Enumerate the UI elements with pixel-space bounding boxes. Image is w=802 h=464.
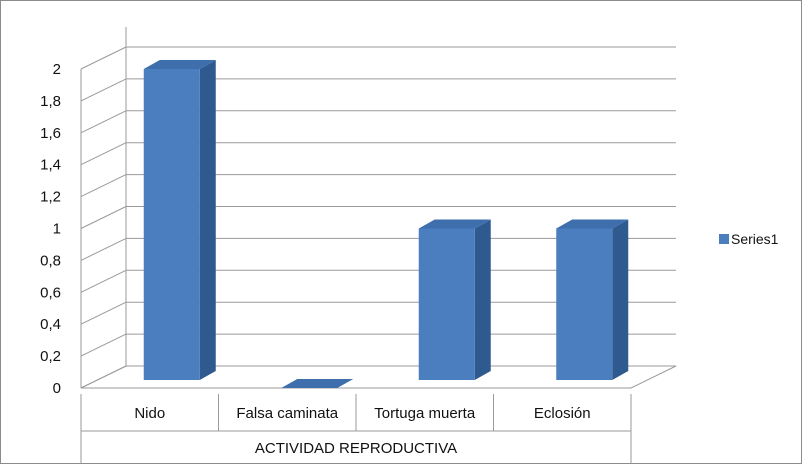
bar-top	[418, 219, 491, 229]
y-tick-label: 0,2	[40, 348, 61, 365]
bar	[556, 228, 613, 380]
y-tick-label: 0,8	[40, 252, 61, 269]
bar	[143, 69, 200, 380]
gridline-side	[80, 46, 127, 70]
y-tick-label: 1,4	[40, 157, 61, 174]
gridline-side	[80, 333, 127, 357]
bar-top	[143, 60, 216, 69]
bar-side	[474, 219, 491, 380]
bar-top	[281, 379, 354, 388]
bar-top	[556, 219, 629, 229]
legend-label: Series1	[731, 231, 779, 247]
legend-swatch	[719, 234, 729, 244]
bar	[418, 228, 475, 380]
y-tick-label: 1,8	[40, 93, 61, 110]
x-category-label: Tortuga muerta	[374, 405, 476, 422]
gridline-side	[80, 269, 127, 293]
y-tick-label: 1,2	[40, 189, 61, 206]
bar-side	[612, 219, 629, 380]
gridline-side	[80, 301, 127, 325]
gridline-side	[80, 78, 127, 102]
y-tick-label: 1,6	[40, 125, 61, 142]
y-tick-label: 0,4	[40, 316, 61, 333]
gridline-side	[80, 206, 127, 229]
x-group-label: ACTIVIDAD REPRODUCTIVA	[255, 440, 457, 457]
gridline-side	[80, 237, 127, 261]
gridline-side	[80, 142, 127, 166]
gridline-side	[80, 110, 127, 134]
chart-floor	[80, 365, 677, 389]
bar-side	[199, 60, 216, 380]
y-tick-label: 0	[53, 380, 61, 397]
x-category-label: Nido	[134, 405, 165, 422]
x-category-label: Falsa caminata	[236, 405, 338, 422]
x-category-label: Eclosión	[534, 405, 591, 422]
y-tick-label: 0,6	[40, 284, 61, 301]
y-tick-label: 1	[53, 221, 61, 238]
y-tick-label: 2	[53, 61, 61, 78]
gridline-side	[80, 174, 127, 198]
